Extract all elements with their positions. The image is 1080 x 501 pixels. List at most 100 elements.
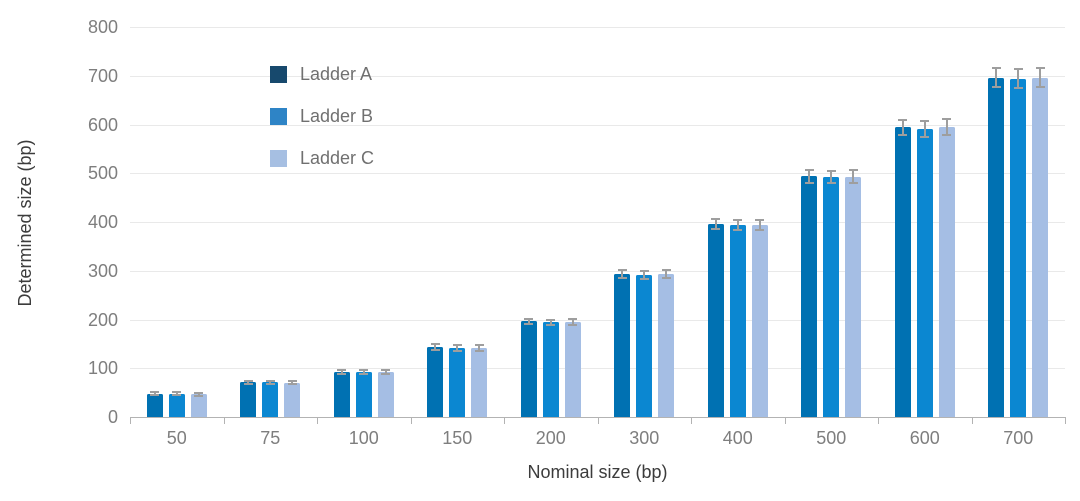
x-axis-title: Nominal size (bp) <box>527 462 668 482</box>
gridline-y-600 <box>130 124 1065 126</box>
legend-label: Ladder B <box>300 106 374 126</box>
x-tick-mark <box>504 418 505 424</box>
error-bar-cap <box>991 66 1001 69</box>
error-bar-cap <box>804 168 814 171</box>
error-bar-cap <box>804 181 814 184</box>
bar-ladder-c-75 <box>284 382 301 417</box>
error-bar <box>808 169 811 183</box>
error-bar <box>621 269 624 278</box>
error-bar-cap <box>359 369 369 372</box>
error-bar-cap <box>942 133 952 136</box>
error-bar-cap <box>1035 66 1045 69</box>
legend-label: Ladder A <box>300 64 373 84</box>
x-axis-line <box>130 417 1066 418</box>
bar-ladder-c-100 <box>377 372 394 417</box>
legend-label: Ladder C <box>300 148 375 168</box>
error-bar <box>153 392 156 396</box>
bar-ladder-a-50 <box>146 393 163 417</box>
error-bar-cap <box>381 369 391 372</box>
error-bar-cap <box>898 118 908 121</box>
error-bar-cap <box>172 394 182 397</box>
error-bar <box>852 170 855 183</box>
gridline-y-100 <box>130 368 1065 370</box>
bar-ladder-a-500 <box>801 176 818 417</box>
y-tick-label: 100 <box>87 358 118 379</box>
error-bar-cap <box>359 373 369 376</box>
bar-ladder-c-600 <box>938 126 955 417</box>
error-bar <box>384 370 387 375</box>
error-bar-cap <box>920 135 930 138</box>
error-bar-cap <box>711 228 721 231</box>
error-bar-cap <box>474 349 484 352</box>
x-tick-mark <box>317 418 318 424</box>
bar-ladder-b-150 <box>449 347 466 417</box>
bar-ladder-c-300 <box>658 274 675 417</box>
error-bar <box>269 380 272 384</box>
x-tick-mark <box>410 418 412 424</box>
error-bar-cap <box>194 391 204 394</box>
error-bar-cap <box>243 379 253 382</box>
bar-ladder-a-75 <box>240 382 257 417</box>
error-bar <box>571 319 574 325</box>
error-bar-cap <box>546 318 556 321</box>
error-bar-cap <box>661 269 671 272</box>
x-tick-label: 600 <box>909 428 940 448</box>
bar-ladder-b-700 <box>1010 78 1027 417</box>
error-bar-cap <box>287 380 297 383</box>
bar-ladder-c-150 <box>471 347 488 417</box>
error-bar-cap <box>639 278 649 281</box>
gridline-y-400 <box>130 222 1065 223</box>
error-bar-cap <box>1013 67 1023 70</box>
bar-ladder-a-300 <box>614 273 631 417</box>
error-bar-cap <box>287 383 297 386</box>
gridline-y-800 <box>130 27 1065 28</box>
error-bar <box>197 392 200 396</box>
bar-ladder-c-400 <box>751 224 768 417</box>
error-bar-cap <box>1013 87 1023 90</box>
bar-ladder-a-150 <box>427 347 444 417</box>
x-tick-label: 700 <box>1003 428 1034 448</box>
error-bar-cap <box>898 134 908 137</box>
error-bar-cap <box>733 218 743 221</box>
bar-ladder-b-75 <box>262 382 279 417</box>
error-bar-cap <box>826 182 836 185</box>
y-tick-label: 0 <box>107 407 118 427</box>
x-tick-label: 500 <box>816 428 847 448</box>
error-bar-cap <box>826 169 836 172</box>
error-bar <box>830 170 833 184</box>
error-bar <box>923 121 926 137</box>
bar-ladder-a-600 <box>894 127 911 417</box>
bar-ladder-a-700 <box>988 77 1005 417</box>
legend-swatch-icon <box>270 107 287 125</box>
legend-item-ladder-c: Ladder C <box>270 149 374 167</box>
error-bar-cap <box>243 382 253 385</box>
x-tick-mark <box>784 418 786 424</box>
error-bar-cap <box>733 229 743 232</box>
x-tick-mark <box>1065 418 1066 424</box>
x-tick-mark <box>130 418 131 424</box>
gridline-y-700 <box>130 75 1065 77</box>
error-bar <box>736 219 739 231</box>
error-bar <box>175 392 178 396</box>
error-bar-cap <box>848 182 858 184</box>
error-bar <box>340 369 343 374</box>
error-bar-cap <box>568 323 578 326</box>
error-bar-cap <box>991 86 1001 89</box>
error-bar <box>758 219 761 231</box>
gridline-y-500 <box>130 173 1065 175</box>
bar-ladder-c-700 <box>1032 77 1049 417</box>
error-bar <box>643 271 646 280</box>
error-bar-cap <box>1035 86 1045 89</box>
gridline-y-200 <box>130 319 1065 321</box>
error-bar-cap <box>474 343 484 346</box>
x-tick-mark <box>878 418 879 424</box>
error-bar-cap <box>755 218 765 221</box>
error-bar <box>901 119 904 136</box>
error-bar-cap <box>711 217 721 220</box>
y-tick-label: 300 <box>87 260 118 281</box>
error-bar-cap <box>617 268 627 271</box>
error-bar-cap <box>337 372 347 375</box>
error-bar <box>714 218 717 230</box>
error-bar <box>456 344 459 351</box>
x-tick-label: 200 <box>535 428 566 448</box>
